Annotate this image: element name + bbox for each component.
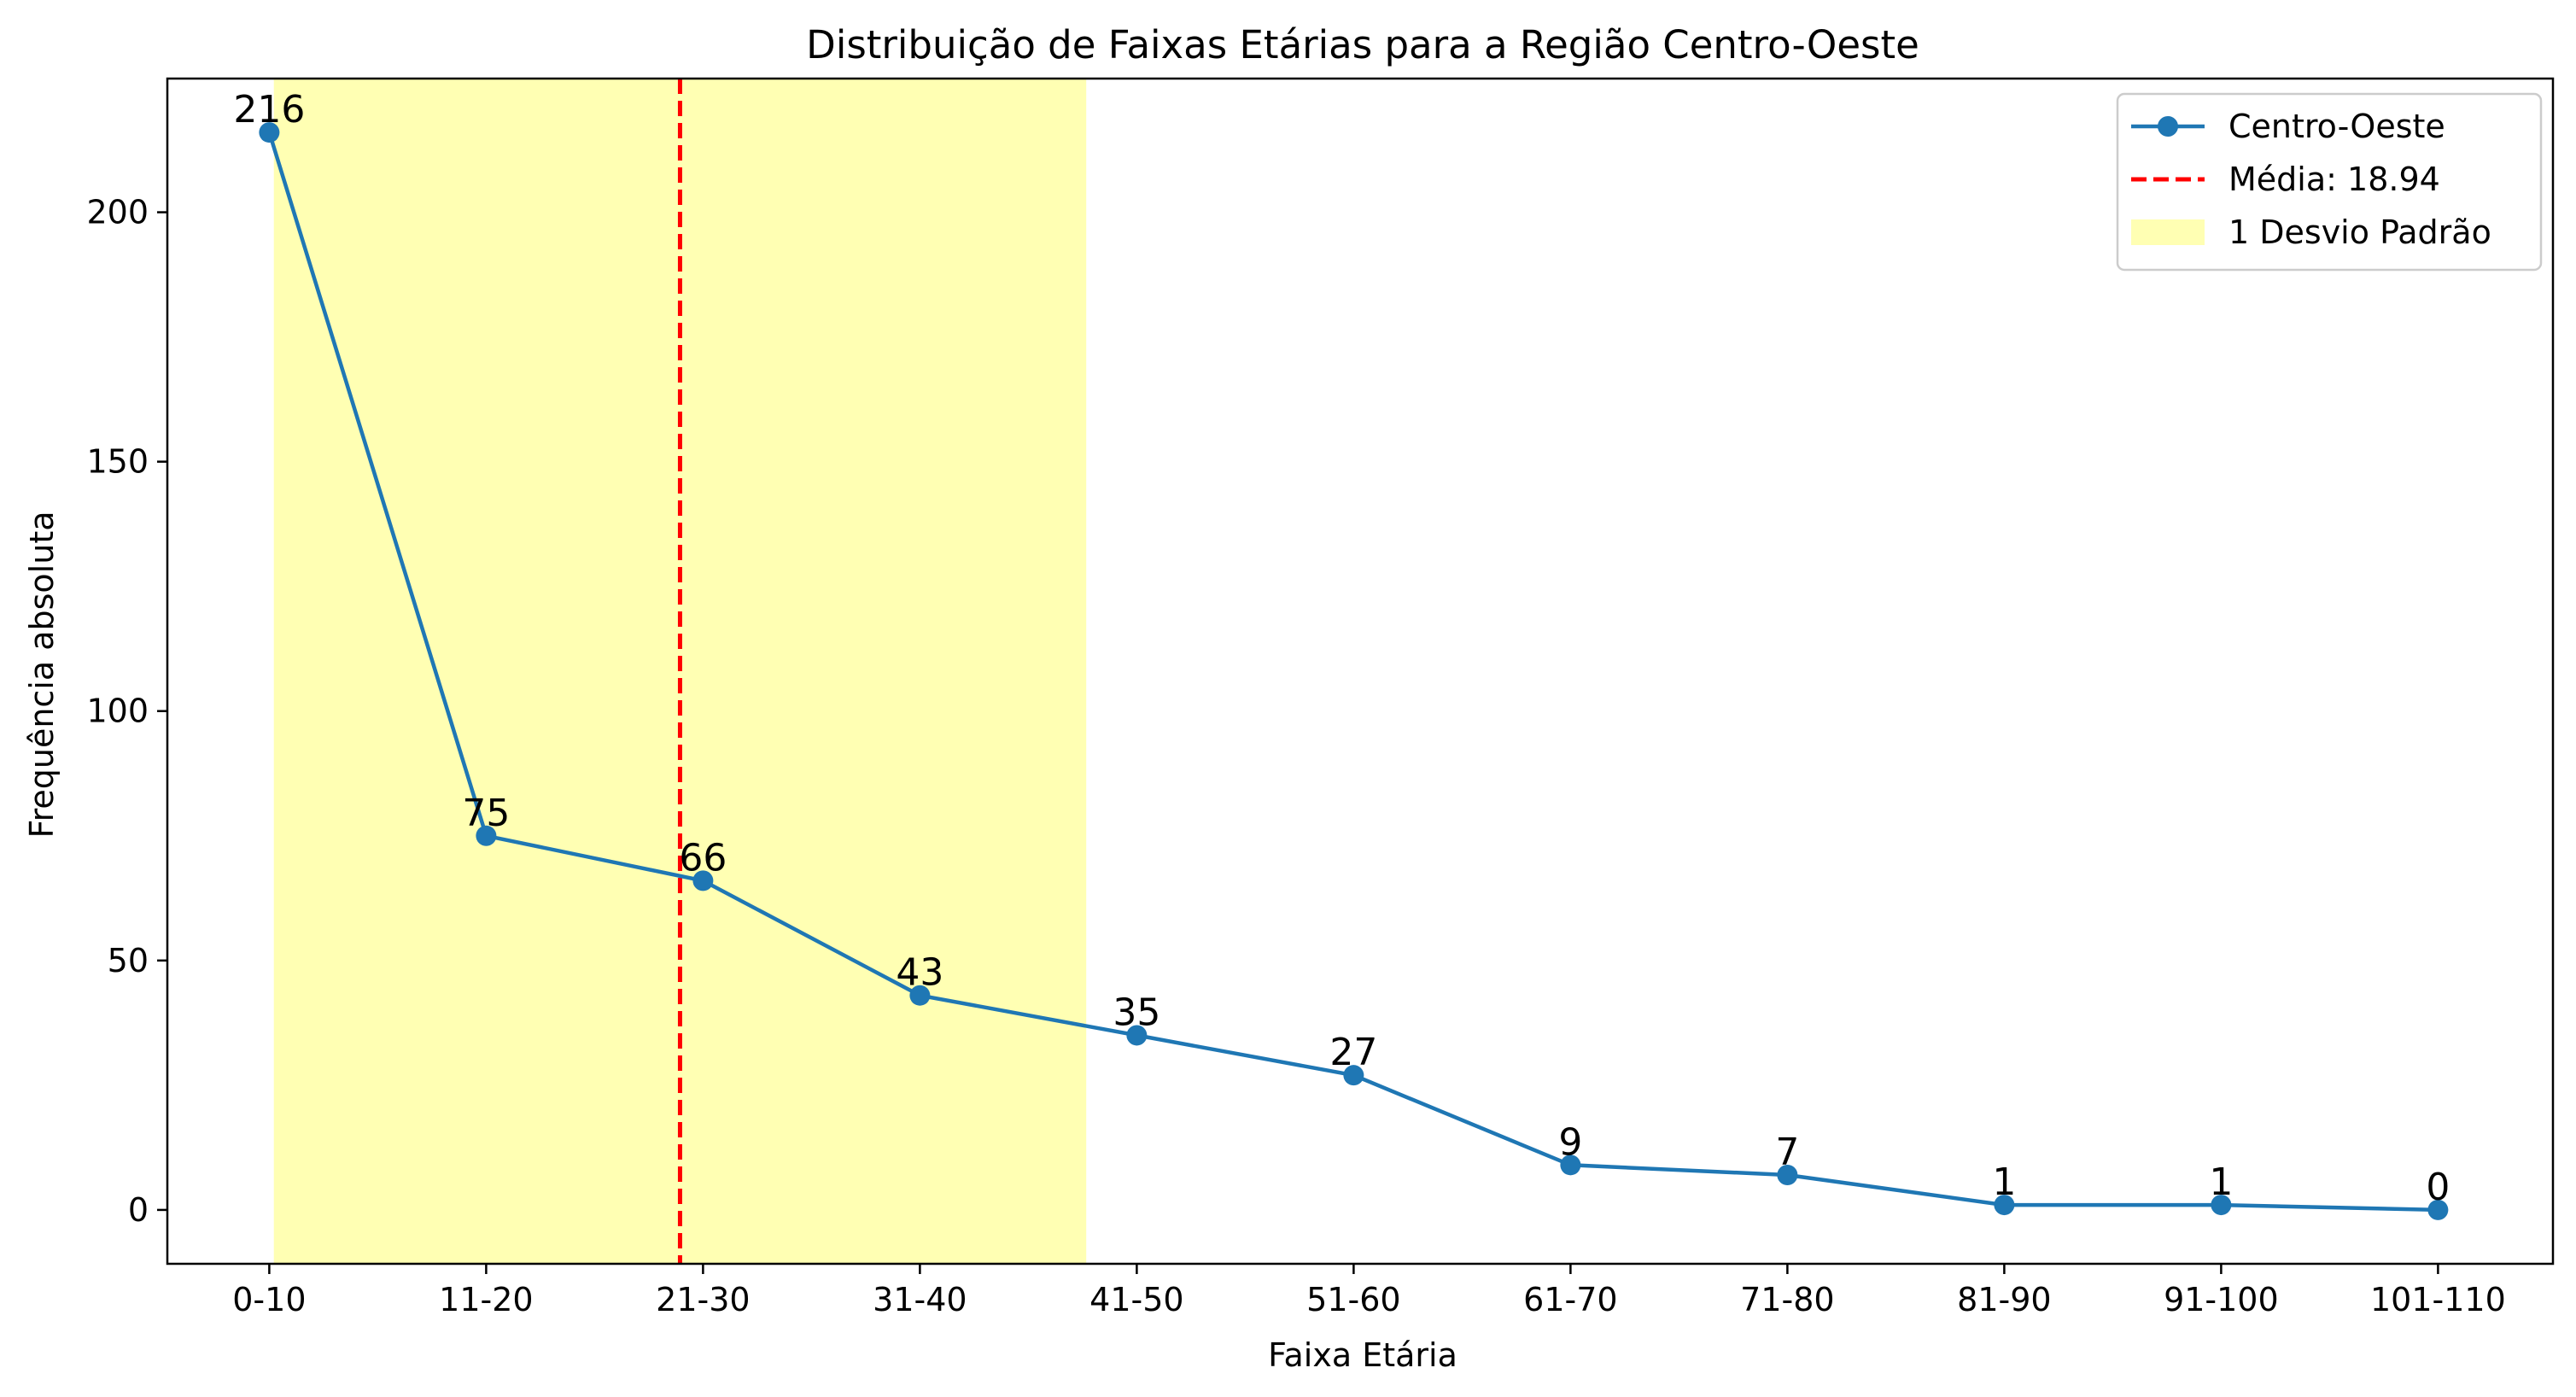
y-axis-label: Frequência absoluta xyxy=(23,511,61,838)
data-label: 27 xyxy=(1329,1031,1377,1074)
legend-band-label: 1 Desvio Padrão xyxy=(2228,213,2491,251)
x-tick-label: 91-100 xyxy=(2164,1281,2279,1318)
plot-area: 216 75 66 43 35 27 9 7 1 1 0 0-10 11-20 21-30 31-40 41-… xyxy=(86,77,2555,1318)
data-label: 1 xyxy=(2209,1160,2233,1204)
data-label: 1 xyxy=(1992,1160,2016,1204)
x-tick-label: 101-110 xyxy=(2370,1281,2506,1318)
data-point xyxy=(1994,1195,2015,1216)
data-label: 0 xyxy=(2426,1166,2450,1209)
x-tick-label: 81-90 xyxy=(1957,1281,2051,1318)
data-point xyxy=(476,825,497,846)
y-tick-label: 100 xyxy=(86,693,149,730)
plot-frame xyxy=(166,77,2555,1265)
x-axis-label: Faixa Etária xyxy=(1268,1336,1457,1374)
data-point xyxy=(1343,1065,1364,1086)
x-tick-label: 11-20 xyxy=(439,1281,533,1318)
x-tick-label: 41-50 xyxy=(1089,1281,1183,1318)
y-tick-label: 50 xyxy=(108,942,149,979)
legend-band-swatch xyxy=(2131,219,2205,245)
data-point xyxy=(259,122,280,143)
data-point xyxy=(1777,1165,1798,1186)
chart-title: Distribuição de Faixas Etárias para a Re… xyxy=(806,22,1919,67)
x-tick-label: 0-10 xyxy=(232,1281,306,1318)
x-tick-label: 71-80 xyxy=(1740,1281,1834,1318)
y-tick-label: 150 xyxy=(86,443,149,481)
x-tick-label: 61-70 xyxy=(1523,1281,1617,1318)
x-tick-label: 51-60 xyxy=(1306,1281,1400,1318)
data-label: 43 xyxy=(896,951,943,995)
y-tick-label: 200 xyxy=(86,194,149,231)
x-tick-label: 21-30 xyxy=(656,1281,750,1318)
data-point xyxy=(2211,1195,2232,1216)
legend-box xyxy=(2116,92,2543,272)
x-tick-label: 31-40 xyxy=(873,1281,967,1318)
data-point xyxy=(909,985,931,1006)
data-point xyxy=(1560,1154,1581,1176)
data-point xyxy=(692,870,714,891)
y-tick-label: 0 xyxy=(128,1191,149,1229)
legend-series-label: Centro-Oeste xyxy=(2228,108,2445,145)
data-point xyxy=(1126,1025,1148,1046)
data-label: 7 xyxy=(1775,1131,1799,1174)
data-label: 75 xyxy=(462,792,510,835)
data-label: 35 xyxy=(1113,991,1160,1034)
data-point xyxy=(2427,1199,2449,1220)
data-label: 216 xyxy=(233,88,305,132)
legend-mean-label: Média: 18.94 xyxy=(2228,161,2440,198)
data-label: 9 xyxy=(1558,1120,1582,1164)
data-label: 66 xyxy=(679,836,727,880)
legend: Centro-Oeste Média: 18.94 1 Desvio Padrão xyxy=(2116,92,2543,272)
legend-series-marker xyxy=(2158,116,2178,137)
